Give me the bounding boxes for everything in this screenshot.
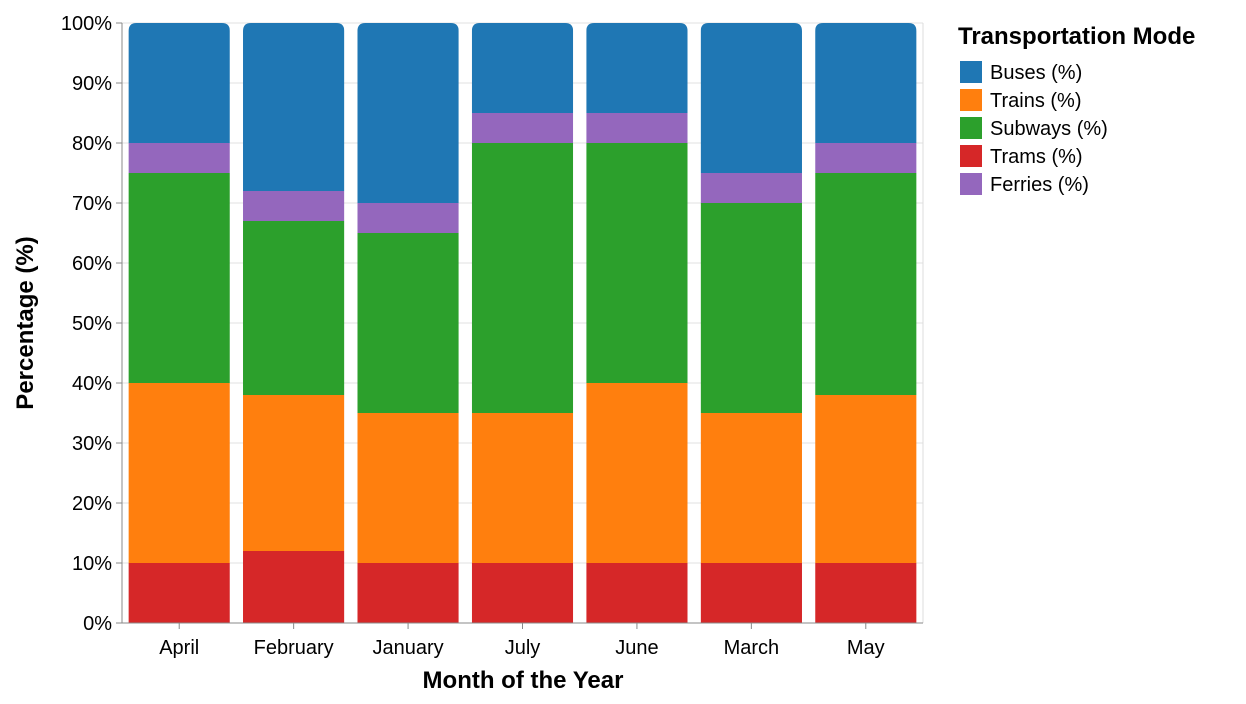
x-tick-label: May (847, 637, 885, 659)
bar-segment-trams (357, 563, 459, 623)
legend-label: Buses (%) (990, 62, 1082, 84)
x-tick-label: March (724, 637, 780, 659)
bar-segment-ferries (586, 113, 688, 143)
y-tick-label: 60% (72, 253, 112, 275)
x-axis-title: Month of the Year (423, 667, 624, 694)
bar-stack-may (815, 23, 917, 623)
legend-label: Trams (%) (990, 146, 1083, 168)
bar-segment-buses (815, 23, 917, 143)
legend-swatch (960, 145, 982, 167)
legend-swatch (960, 173, 982, 195)
bar-segment-trams (586, 563, 688, 623)
y-tick-label: 20% (72, 493, 112, 515)
legend-swatch (960, 89, 982, 111)
y-tick-label: 50% (72, 313, 112, 335)
bar-stack-july (471, 23, 574, 623)
axes: 0% 10% 20% 30% 40% 50% 60% 70% 80% 90% 100% April Fe… (61, 13, 923, 659)
bar-stack-june (586, 23, 688, 623)
bar-stack-february (243, 23, 345, 623)
bar-segment-trains (700, 413, 802, 563)
bar-segment-ferries (243, 191, 345, 221)
x-tick-label: January (372, 637, 443, 659)
x-tick-label: April (159, 637, 199, 659)
bar-segment-ferries (357, 203, 459, 233)
bar-segment-subways (357, 233, 459, 413)
legend-label: Subways (%) (990, 118, 1108, 140)
bar-stack-march (700, 23, 802, 623)
bar-segment-trams (700, 563, 802, 623)
y-tick-label: 10% (72, 553, 112, 575)
bar-segment-subways (815, 173, 917, 395)
legend-swatch (960, 117, 982, 139)
bar-segment-buses (586, 23, 688, 113)
y-axis-title: Percentage (%) (12, 236, 39, 409)
bar-segment-subways (128, 173, 230, 383)
bar-segment-ferries (815, 143, 917, 173)
bar-segment-subways (586, 143, 688, 383)
bar-segment-buses (128, 23, 230, 143)
bar-segment-trains (586, 383, 688, 563)
y-tick-label: 30% (72, 433, 112, 455)
bar-segment-subways (471, 143, 574, 413)
legend-label: Ferries (%) (990, 174, 1089, 196)
bar-segment-buses (471, 23, 574, 113)
bar-segment-trains (357, 413, 459, 563)
bar-segment-trains (128, 383, 230, 563)
y-tick-label: 80% (72, 133, 112, 155)
bar-stack-april (128, 23, 230, 623)
legend-title: Transportation Mode (958, 23, 1195, 50)
bar-segment-trams (128, 563, 230, 623)
bar-segment-trains (243, 395, 345, 551)
bar-segment-trains (471, 413, 574, 563)
y-tick-label: 70% (72, 193, 112, 215)
bar-segment-subways (243, 221, 345, 395)
legend-swatch (960, 61, 982, 83)
bar-segment-ferries (700, 173, 802, 203)
x-tick-label: June (615, 637, 658, 659)
legend-label: Trains (%) (990, 90, 1081, 112)
x-tick-label: July (505, 637, 541, 659)
y-tick-label: 100% (61, 13, 112, 35)
bar-segment-trams (471, 563, 574, 623)
bar-segment-trains (815, 395, 917, 563)
bar-segment-subways (700, 203, 802, 413)
bar-stack-january (357, 23, 459, 623)
bar-segment-trams (815, 563, 917, 623)
bar-segment-buses (243, 23, 345, 191)
y-tick-label: 0% (83, 613, 112, 635)
x-tick-label: February (254, 637, 334, 659)
y-tick-label: 40% (72, 373, 112, 395)
bar-segment-ferries (128, 143, 230, 173)
bar-segment-buses (700, 23, 802, 173)
bar-segment-trams (243, 551, 345, 623)
legend: Transportation Mode Buses (%) Trains (%) S… (958, 23, 1195, 196)
bar-segment-buses (357, 23, 459, 203)
y-tick-label: 90% (72, 73, 112, 95)
bar-segment-ferries (471, 113, 574, 143)
bars (128, 23, 917, 623)
